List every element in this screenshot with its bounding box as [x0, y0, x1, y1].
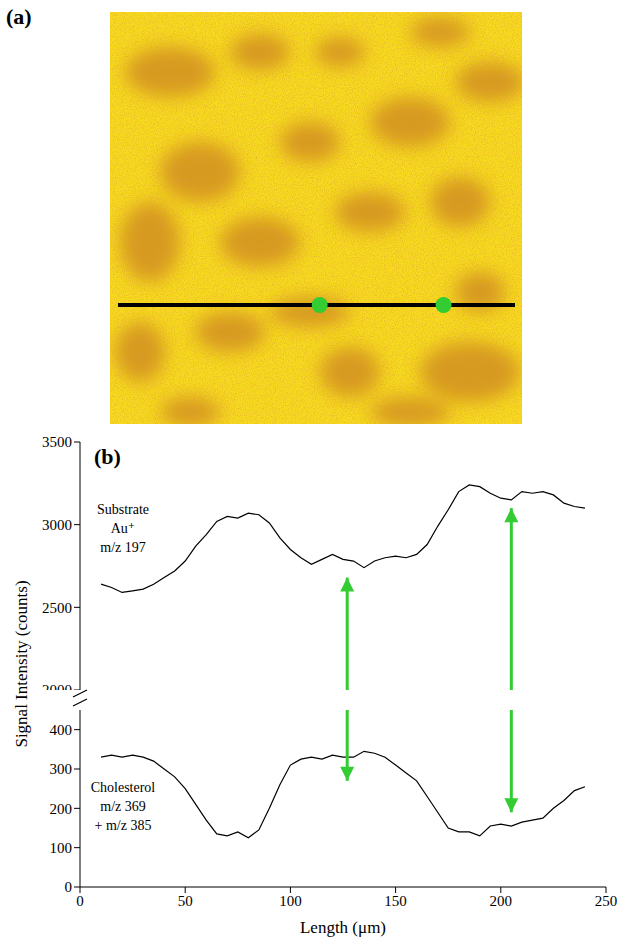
- html-text:Au⁺: Au⁺: [110, 521, 136, 536]
- svg-text:50: 50: [178, 893, 193, 909]
- svg-text:2000: 2000: [42, 682, 72, 690]
- svg-text:200: 200: [50, 801, 73, 817]
- html-text:+ m/z 385: + m/z 385: [94, 818, 152, 833]
- svg-text:150: 150: [384, 893, 407, 909]
- html-text:Signal Intensity (counts): Signal Intensity (counts): [12, 580, 31, 748]
- html-text:m/z 369: m/z 369: [100, 799, 146, 814]
- html-text:(a): (a): [6, 4, 32, 29]
- svg-text:0: 0: [76, 893, 84, 909]
- svg-text:250: 250: [595, 893, 618, 909]
- svg-text:0: 0: [65, 879, 73, 895]
- svg-text:100: 100: [50, 840, 73, 856]
- svg-text:100: 100: [279, 893, 302, 909]
- svg-text:Length (μm): Length (μm): [300, 918, 386, 937]
- svg-text:400: 400: [50, 722, 73, 738]
- svg-text:300: 300: [50, 761, 73, 777]
- html-text:(b): (b): [94, 444, 121, 469]
- svg-text:3000: 3000: [42, 517, 72, 533]
- html-text:Substrate: Substrate: [96, 502, 149, 517]
- html-text:Cholesterol: Cholesterol: [90, 780, 156, 795]
- html-text:m/z 197: m/z 197: [100, 540, 146, 555]
- svg-text:3500: 3500: [42, 434, 72, 450]
- svg-text:2500: 2500: [42, 600, 72, 616]
- svg-text:200: 200: [490, 893, 513, 909]
